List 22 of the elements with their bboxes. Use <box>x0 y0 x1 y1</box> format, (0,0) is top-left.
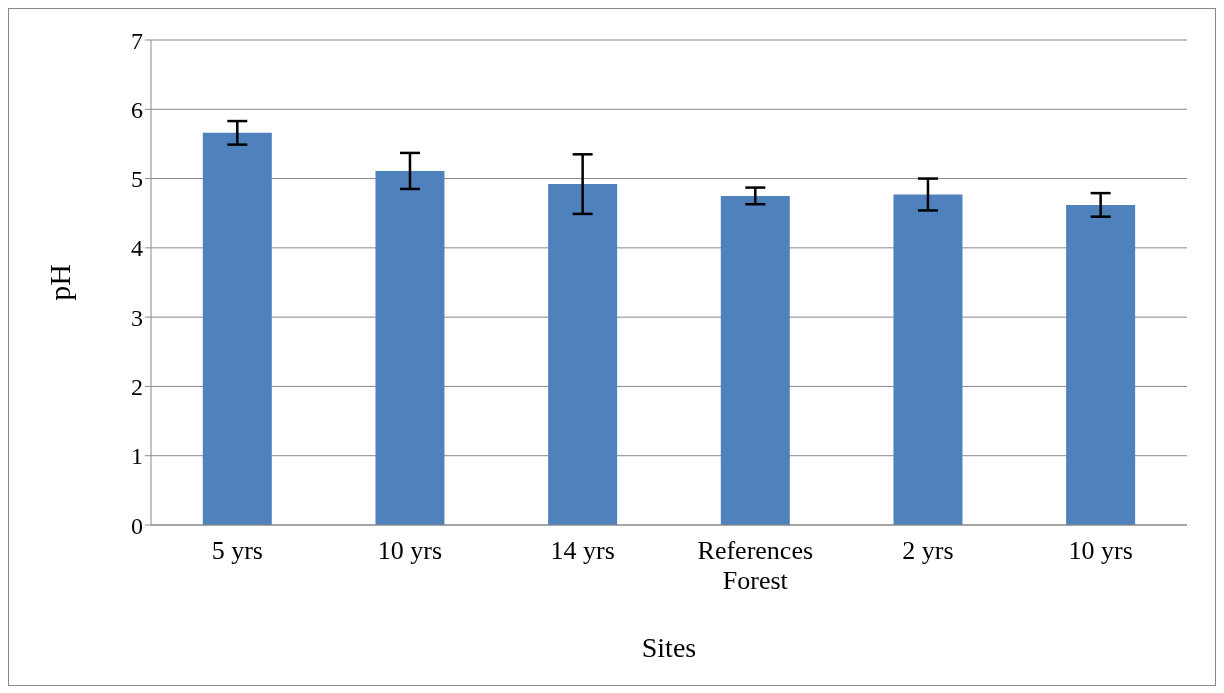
y-tick-label: 3 <box>131 304 143 331</box>
y-tick-label: 7 <box>131 27 143 54</box>
y-tick-label: 2 <box>131 373 143 400</box>
y-tick-label: 1 <box>131 443 143 470</box>
y-tick-label: 0 <box>131 512 143 539</box>
y-tick-label: 4 <box>131 235 143 262</box>
x-tick-label: 5 yrs <box>211 536 263 565</box>
x-axis-title: Sites <box>641 632 697 663</box>
y-tick-label: 6 <box>131 96 143 123</box>
bar <box>720 195 790 525</box>
bar <box>548 184 618 525</box>
bar <box>1066 204 1136 525</box>
bar <box>893 194 963 525</box>
bar <box>375 170 445 525</box>
x-tick-label: 10 yrs <box>377 536 443 565</box>
x-tick-label: 2 yrs <box>902 536 954 565</box>
y-axis-title: pH <box>42 264 76 301</box>
x-tick-label: 10 yrs <box>1068 536 1133 565</box>
x-tick-label: 14 yrs <box>550 536 615 565</box>
bar <box>202 132 272 525</box>
y-tick-label: 5 <box>131 166 143 193</box>
x-tick-label: References Forest <box>697 536 814 595</box>
